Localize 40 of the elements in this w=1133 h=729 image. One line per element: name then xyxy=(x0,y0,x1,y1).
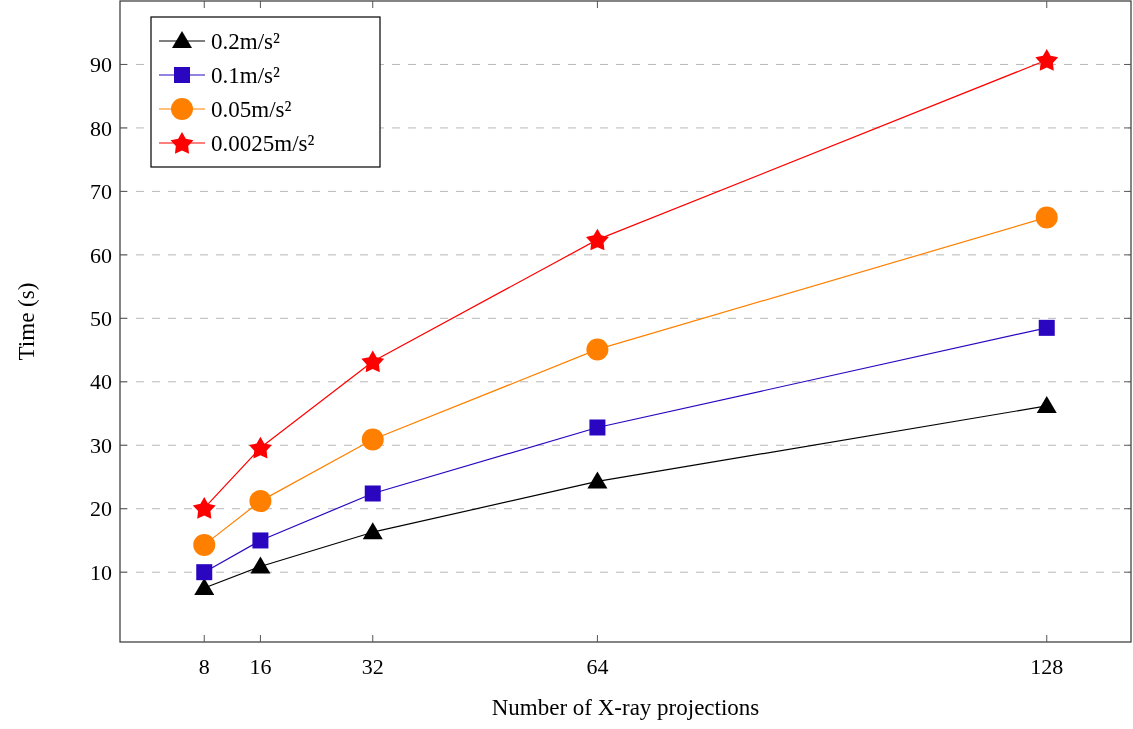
y-tick-label: 70 xyxy=(90,179,112,205)
y-tick-label: 10 xyxy=(90,559,112,585)
point xyxy=(249,436,272,459)
legend-label: 0.1m/s² xyxy=(211,63,280,89)
point xyxy=(1036,395,1057,413)
point xyxy=(193,533,216,556)
point xyxy=(361,350,385,373)
point xyxy=(194,578,215,596)
point xyxy=(586,228,609,251)
point xyxy=(361,428,384,451)
point xyxy=(1035,49,1059,71)
point xyxy=(589,419,606,436)
legend-label: 0.0025m/s² xyxy=(211,131,315,157)
x-tick-label: 32 xyxy=(361,654,384,679)
y-tick-label: 20 xyxy=(90,496,112,522)
y-tick-label: 40 xyxy=(90,369,112,395)
point xyxy=(587,471,608,489)
x-axis-title: Number of X-ray projections xyxy=(491,695,760,720)
y-tick-label: 30 xyxy=(90,432,112,458)
x-tick-label: 64 xyxy=(586,654,609,679)
y-tick-label: 50 xyxy=(90,306,112,332)
point xyxy=(249,490,272,513)
point xyxy=(196,564,213,581)
x-tick-label: 128 xyxy=(1030,654,1064,679)
legend-label: 0.05m/s² xyxy=(211,97,292,123)
x-tick-label: 8 xyxy=(198,654,210,679)
x-tick-label: 16 xyxy=(249,654,272,679)
point xyxy=(1035,206,1058,229)
point xyxy=(362,522,383,540)
point xyxy=(364,485,381,502)
point xyxy=(192,497,216,519)
y-tick-label: 60 xyxy=(90,242,112,268)
y-axis-title: Time (s) xyxy=(14,282,39,361)
point xyxy=(1038,319,1055,336)
point xyxy=(250,556,271,574)
point xyxy=(586,338,609,361)
point xyxy=(252,532,269,549)
y-tick-label: 90 xyxy=(90,52,112,78)
y-tick-label: 80 xyxy=(90,115,112,141)
legend-label: 0.2m/s² xyxy=(211,29,280,55)
